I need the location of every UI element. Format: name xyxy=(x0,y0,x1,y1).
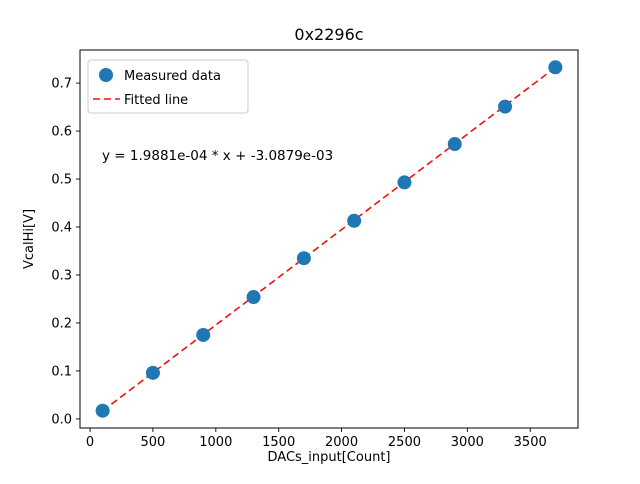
data-point xyxy=(548,60,563,75)
data-point xyxy=(347,213,362,228)
data-point xyxy=(246,290,261,305)
axis-ticks: 0 500 1000 1500 2000 2500 3000 3500 0.0 0.1 0.2 0.3… xyxy=(51,77,546,450)
legend-box xyxy=(87,59,249,114)
data-point xyxy=(397,175,412,190)
y-tick-label: 0.6 xyxy=(51,125,72,140)
x-tick-label: 2000 xyxy=(325,435,358,450)
x-tick-label: 1500 xyxy=(262,435,295,450)
y-axis-label: VcalHi[V] xyxy=(22,209,37,269)
legend-label-fitted: Fitted line xyxy=(124,93,188,108)
x-tick-label: 500 xyxy=(141,435,166,450)
x-tick-label: 3500 xyxy=(514,435,547,450)
measured-data-marker-icon xyxy=(99,68,113,82)
y-tick-label: 0.5 xyxy=(51,173,72,188)
data-point xyxy=(296,251,311,266)
x-tick-label: 1000 xyxy=(199,435,232,450)
y-tick-label: 0.1 xyxy=(51,364,72,379)
y-tick-label: 0.3 xyxy=(51,268,72,283)
x-tick-label: 3000 xyxy=(451,435,484,450)
x-tick-label: 2500 xyxy=(388,435,421,450)
legend: Measured data Fitted line xyxy=(87,59,249,114)
x-axis-label: DACs_input[Count] xyxy=(268,450,391,465)
fit-equation: y = 1.9881e-04 * x + -3.0879e-03 xyxy=(102,148,333,164)
y-tick-label: 0.7 xyxy=(51,77,72,92)
x-tick-label: 0 xyxy=(86,435,94,450)
legend-label-measured: Measured data xyxy=(124,69,221,84)
y-tick-label: 0.0 xyxy=(51,412,72,427)
data-series xyxy=(95,60,563,418)
y-tick-label: 0.4 xyxy=(51,221,72,236)
data-point xyxy=(145,365,160,380)
y-tick-label: 0.2 xyxy=(51,316,72,331)
data-point xyxy=(95,403,110,418)
data-point xyxy=(196,327,211,342)
fitted-line xyxy=(102,66,556,412)
data-point xyxy=(447,137,462,152)
chart-title: 0x2296c xyxy=(294,25,363,44)
data-point xyxy=(498,99,513,114)
